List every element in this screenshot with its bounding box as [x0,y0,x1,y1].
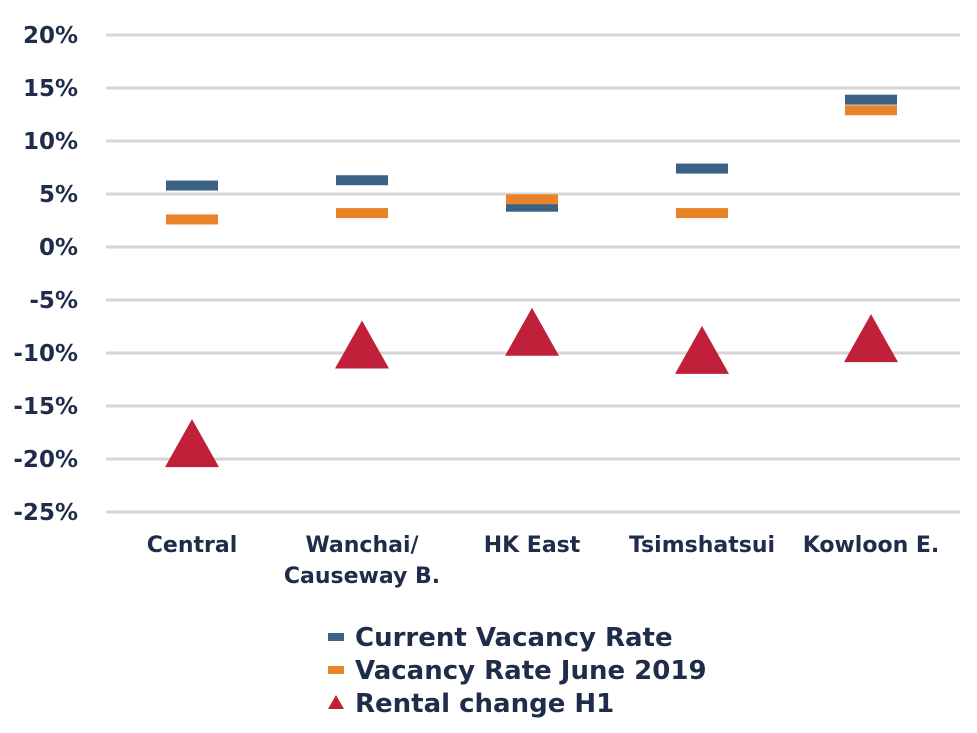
series-2-point [505,307,559,356]
x-category-label: Kowloon E. [803,533,940,558]
x-category-label: Causeway B. [284,564,440,589]
legend-swatch [328,633,344,641]
series-1-point [506,194,558,205]
series-0-point [845,94,897,105]
x-category-label: HK East [484,533,581,558]
legend-swatch [328,695,344,709]
y-tick-label: -20% [13,447,78,473]
series-1-point [166,214,218,225]
series-1-point [336,208,388,219]
x-category-label: Tsimshatsui [629,533,775,558]
y-tick-label: -25% [13,500,78,526]
y-tick-label: -5% [29,288,78,314]
y-tick-label: 10% [23,129,78,155]
y-tick-label: -10% [13,341,78,367]
legend-swatch [328,666,344,674]
series-1-point [845,105,897,116]
x-category-label: Wanchai/ [305,533,419,558]
y-axis-tick-labels: 20% 15% 10% 5% 0% -5% -10% -15% -20% -25% [13,23,78,526]
legend-label: Vacancy Rate June 2019 [355,656,707,686]
y-tick-label: 20% [23,23,78,49]
series-2-point [335,320,389,369]
y-tick-label: 0% [39,235,78,261]
series-0-point [676,163,728,174]
legend-label: Current Vacancy Rate [355,623,673,653]
data-marks [165,94,898,468]
y-tick-label: -15% [13,394,78,420]
x-axis-category-labels: Central Wanchai/Causeway B. HK East Tsimsha… [147,533,940,589]
gridlines [106,33,960,514]
legend-label: Rental change H1 [355,689,614,719]
series-2-point [165,419,219,468]
series-2-point [844,314,898,363]
series-0-point [336,175,388,186]
y-tick-label: 5% [39,182,78,208]
x-category-label: Central [147,533,237,558]
series-1-point [676,208,728,219]
y-tick-label: 15% [23,76,78,102]
series-0-point [506,201,558,212]
series-2-point [675,325,729,374]
series-0-point [166,180,218,191]
